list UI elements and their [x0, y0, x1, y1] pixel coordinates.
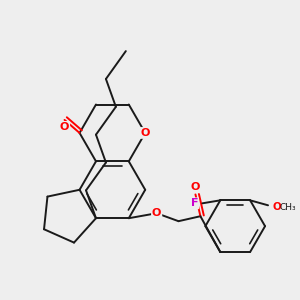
Text: O: O: [60, 122, 69, 132]
Text: O: O: [152, 208, 161, 218]
Text: O: O: [140, 128, 150, 138]
Text: CH₃: CH₃: [280, 203, 297, 212]
Text: O: O: [191, 182, 200, 192]
Text: F: F: [191, 198, 198, 208]
Text: O: O: [272, 202, 281, 212]
